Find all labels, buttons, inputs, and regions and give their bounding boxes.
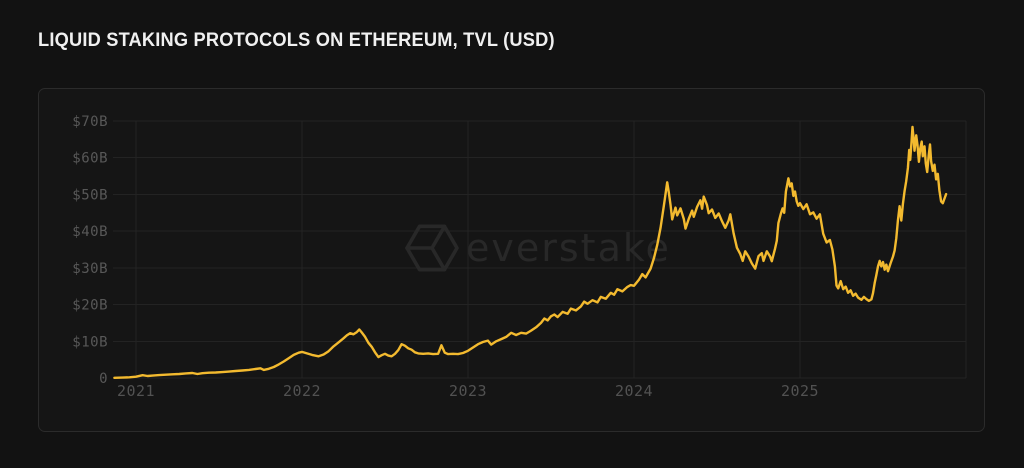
y-axis-labels: 0 $10B $20B $30B $40B $50B $60B $70B [72, 114, 108, 387]
svg-text:2021: 2021 [117, 382, 155, 400]
chart-title: LIQUID STAKING PROTOCOLS ON ETHEREUM, TV… [38, 30, 555, 51]
watermark-brand-text: everstake [466, 226, 671, 270]
svg-text:$30B: $30B [72, 261, 108, 277]
svg-text:2022: 2022 [283, 382, 321, 400]
svg-text:$50B: $50B [72, 187, 108, 203]
tvl-line-chart: 0$10B$20B$30B$40B$50B$60B$70B 2021 2022 20… [72, 114, 967, 400]
chart-gridlines [113, 120, 967, 379]
tvl-series-line [113, 125, 948, 379]
x-axis-labels: 2021 2022 2023 2024 2025 [117, 382, 819, 400]
svg-text:2023: 2023 [449, 382, 487, 400]
svg-text:$10B: $10B [72, 334, 108, 350]
everstake-logo-icon [405, 224, 459, 272]
svg-text:2024: 2024 [615, 382, 653, 400]
svg-text:2025: 2025 [781, 382, 819, 400]
watermark: everstake [405, 224, 671, 272]
svg-text:0: 0 [99, 371, 108, 387]
svg-text:$40B: $40B [72, 224, 108, 240]
svg-text:$60B: $60B [72, 151, 108, 167]
svg-text:$70B: $70B [72, 114, 108, 130]
chart-panel: 0 $10B $20B $30B $40B $50B $60B $70B 2021 2022 20… [38, 88, 985, 432]
svg-text:$20B: $20B [72, 298, 108, 314]
